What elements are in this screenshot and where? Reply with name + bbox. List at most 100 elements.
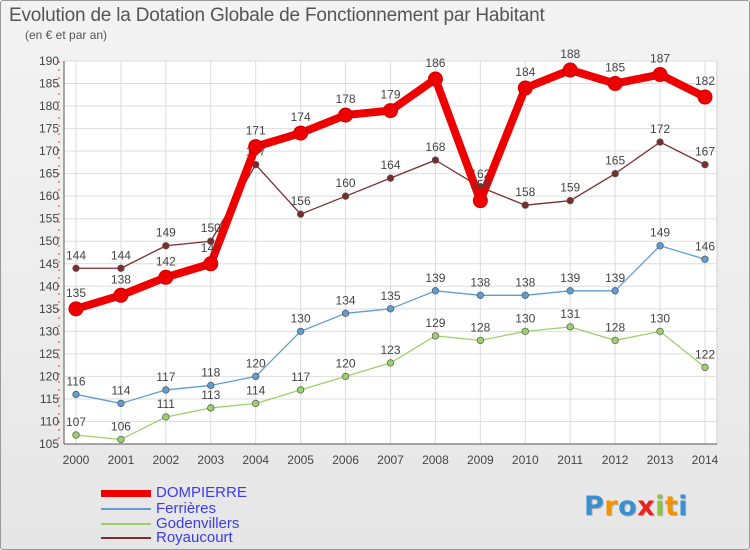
y-tick-label: 110 xyxy=(40,414,59,428)
data-label-dompierre: 185 xyxy=(605,61,625,75)
data-point-dompierre xyxy=(158,269,174,285)
data-label-royaucourt: 172 xyxy=(650,122,670,136)
y-tick-label: 115 xyxy=(40,392,59,406)
data-label-ferri-res: 146 xyxy=(695,239,715,253)
data-label-royaucourt: 160 xyxy=(336,176,356,190)
data-label-godenvillers: 111 xyxy=(157,397,176,411)
logo-letter: x xyxy=(637,491,656,522)
data-label-dompierre: 184 xyxy=(515,65,535,79)
data-label-ferri-res: 117 xyxy=(156,370,175,384)
data-label-godenvillers: 131 xyxy=(560,307,580,321)
legend-label-royaucourt: Royaucourt xyxy=(156,529,233,546)
data-label-godenvillers: 114 xyxy=(246,383,265,397)
data-label-dompierre: 138 xyxy=(111,272,131,286)
data-point-royaucourt xyxy=(72,264,80,272)
data-point-dompierre xyxy=(472,193,488,209)
data-point-royaucourt xyxy=(386,174,395,182)
x-tick-label: 2010 xyxy=(512,453,539,467)
data-label-godenvillers: 107 xyxy=(66,415,86,429)
data-point-ferri-res xyxy=(162,386,170,394)
y-tick-label: 145 xyxy=(39,257,59,271)
x-tick-label: 2001 xyxy=(108,453,135,467)
logo-letter: i xyxy=(655,491,665,522)
x-tick-label: 2014 xyxy=(692,453,719,467)
data-label-dompierre: 188 xyxy=(560,47,580,61)
data-point-godenvillers xyxy=(72,431,80,439)
data-point-ferri-res xyxy=(117,399,125,408)
data-label-ferri-res: 138 xyxy=(515,275,535,289)
data-point-godenvillers xyxy=(476,336,485,345)
data-point-godenvillers xyxy=(207,404,215,412)
data-point-dompierre xyxy=(68,301,84,317)
data-point-dompierre xyxy=(517,80,533,96)
data-label-royaucourt: 167 xyxy=(695,145,715,159)
data-label-ferri-res: 118 xyxy=(201,365,220,379)
data-point-royaucourt xyxy=(566,197,574,205)
x-tick-label: 2013 xyxy=(647,453,674,467)
x-tick-label: 2008 xyxy=(422,453,449,467)
logo-letter: o xyxy=(618,491,638,522)
data-label-royaucourt: 165 xyxy=(605,154,625,168)
data-label-godenvillers: 130 xyxy=(650,311,670,325)
data-label-dompierre: 178 xyxy=(336,92,356,106)
legend-label-godenvillers: Godenvillers xyxy=(156,515,240,532)
data-label-royaucourt: 159 xyxy=(560,181,580,195)
logo-letter: t xyxy=(664,491,679,522)
y-tick-label: 190 xyxy=(39,54,59,68)
logo-letter: r xyxy=(604,491,619,522)
data-label-royaucourt: 144 xyxy=(66,248,86,262)
legend-swatch-royaucourt xyxy=(101,537,151,539)
data-point-ferri-res xyxy=(431,287,440,295)
data-point-ferri-res xyxy=(386,305,395,313)
data-label-ferri-res: 134 xyxy=(336,293,356,307)
data-label-royaucourt: 149 xyxy=(156,226,176,240)
data-point-godenvillers xyxy=(162,413,170,421)
data-point-dompierre xyxy=(338,107,354,123)
data-point-ferri-res xyxy=(611,287,619,295)
y-tick-label: 170 xyxy=(39,144,59,158)
data-point-godenvillers xyxy=(341,372,350,381)
data-label-dompierre: 135 xyxy=(66,286,86,300)
data-point-ferri-res xyxy=(207,381,215,390)
logo-letter: P xyxy=(584,491,605,522)
data-point-royaucourt xyxy=(207,237,215,245)
data-label-dompierre: 186 xyxy=(425,56,445,70)
data-label-royaucourt: 156 xyxy=(291,194,311,208)
data-point-royaucourt xyxy=(341,192,350,200)
data-point-godenvillers xyxy=(521,327,529,336)
proxiti-logo: Proxiti xyxy=(584,491,688,522)
y-tick-label: 130 xyxy=(39,324,59,338)
data-label-ferri-res: 135 xyxy=(380,289,400,303)
data-label-dompierre: 159 xyxy=(470,178,490,192)
data-point-godenvillers xyxy=(296,386,305,394)
data-label-dompierre: 179 xyxy=(380,88,400,102)
data-point-royaucourt xyxy=(611,169,619,178)
data-label-godenvillers: 129 xyxy=(425,316,445,330)
data-label-dompierre: 174 xyxy=(291,110,311,124)
data-label-ferri-res: 139 xyxy=(425,271,445,285)
data-label-royaucourt: 158 xyxy=(515,185,535,199)
data-point-royaucourt xyxy=(162,242,170,250)
data-point-godenvillers xyxy=(656,327,664,336)
x-tick-label: 2002 xyxy=(153,453,180,467)
data-point-ferri-res xyxy=(701,255,709,263)
x-tick-label: 2003 xyxy=(197,453,224,467)
data-point-royaucourt xyxy=(431,156,440,164)
data-point-dompierre xyxy=(383,103,398,119)
data-label-royaucourt: 164 xyxy=(380,158,400,172)
data-label-dompierre: 187 xyxy=(650,52,670,66)
data-label-godenvillers: 123 xyxy=(380,343,400,357)
y-tick-label: 165 xyxy=(39,167,59,181)
x-tick-label: 2004 xyxy=(242,453,269,467)
data-label-dompierre: 171 xyxy=(246,124,266,138)
chart-subtitle: (en € et par an) xyxy=(25,28,108,42)
data-point-ferri-res xyxy=(521,291,529,299)
data-point-ferri-res xyxy=(566,287,574,295)
data-label-ferri-res: 116 xyxy=(66,374,85,388)
legend-label-dompierre: DOMPIERRE xyxy=(156,484,247,501)
data-point-godenvillers xyxy=(431,332,440,340)
data-label-godenvillers: 117 xyxy=(291,370,310,384)
data-label-godenvillers: 120 xyxy=(336,356,356,370)
data-label-ferri-res: 149 xyxy=(650,226,670,240)
